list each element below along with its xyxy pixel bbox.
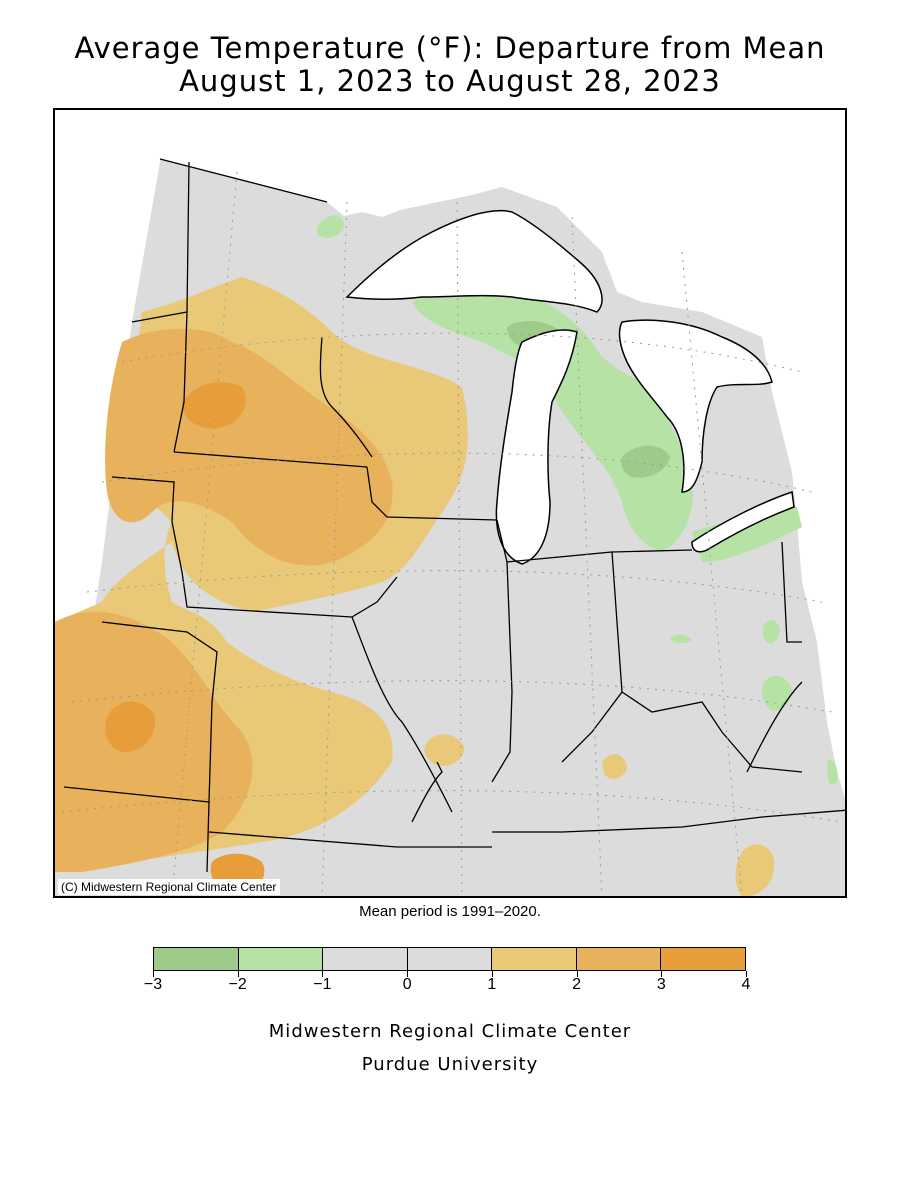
legend-swatch <box>407 948 493 970</box>
lake-huron <box>618 319 773 493</box>
footer-organization: Midwestern Regional Climate Center <box>268 1021 632 1042</box>
warm-region-2to3-southwest <box>55 611 253 872</box>
legend-tick <box>576 971 578 977</box>
cool-region-erie <box>692 507 802 562</box>
legend-tick-label: −1 <box>313 976 332 993</box>
warm-spot-ky <box>602 754 627 779</box>
color-legend <box>153 947 746 971</box>
legend-swatch <box>238 948 324 970</box>
legend-tick <box>491 971 493 977</box>
cool-region-upper-mi <box>412 286 693 552</box>
temperature-departure-map <box>55 158 845 896</box>
legend-tick-label: 4 <box>741 976 751 993</box>
lake-superior <box>345 209 603 313</box>
legend-tick-label: 0 <box>402 976 412 993</box>
legend-tick <box>661 971 663 977</box>
cool-region-oh <box>762 675 792 711</box>
legend-tick <box>322 971 324 977</box>
warm-region-3to4-nd <box>182 382 246 429</box>
legend-swatch <box>576 948 662 970</box>
mean-period-note: Mean period is 1991–2020. <box>359 903 541 920</box>
legend-tick-label: 1 <box>487 976 497 993</box>
legend-tick <box>237 971 239 977</box>
legend-tick <box>153 971 154 977</box>
map-date-range: August 1, 2023 to August 28, 2023 <box>179 64 721 98</box>
legend-tick-label: −2 <box>228 976 247 993</box>
state-boundaries <box>63 158 845 873</box>
lake-michigan <box>495 329 578 565</box>
graticule <box>61 171 843 896</box>
legend-tick <box>746 971 747 977</box>
legend-tick <box>407 971 409 977</box>
legend-tick-label: 2 <box>572 976 582 993</box>
map-panel: (C) Midwestern Regional Climate Center <box>53 108 847 898</box>
cool-region-wv <box>827 760 838 785</box>
legend-swatch <box>323 948 408 970</box>
warm-region-3to4-ks <box>105 701 156 753</box>
warm-spot-tn <box>735 844 775 896</box>
legend-swatch <box>154 948 239 970</box>
warm-region-2to3 <box>105 328 393 566</box>
legend-swatch <box>661 948 746 970</box>
cool-region-mi-deeper-south <box>621 445 670 478</box>
map-title: Average Temperature (°F): Departure from… <box>74 31 826 65</box>
legend-tick-label: −3 <box>143 976 163 993</box>
footer-university: Purdue University <box>361 1054 539 1075</box>
map-credit: (C) Midwestern Regional Climate Center <box>58 879 281 895</box>
cool-region-pa <box>762 620 780 644</box>
legend-tick-label: 3 <box>656 976 666 993</box>
cool-region-in <box>670 634 692 644</box>
lake-erie <box>691 491 795 553</box>
warm-spot-sil <box>424 734 464 767</box>
legend-swatch <box>492 948 577 970</box>
cool-region-mn-arrowhead <box>317 215 344 238</box>
